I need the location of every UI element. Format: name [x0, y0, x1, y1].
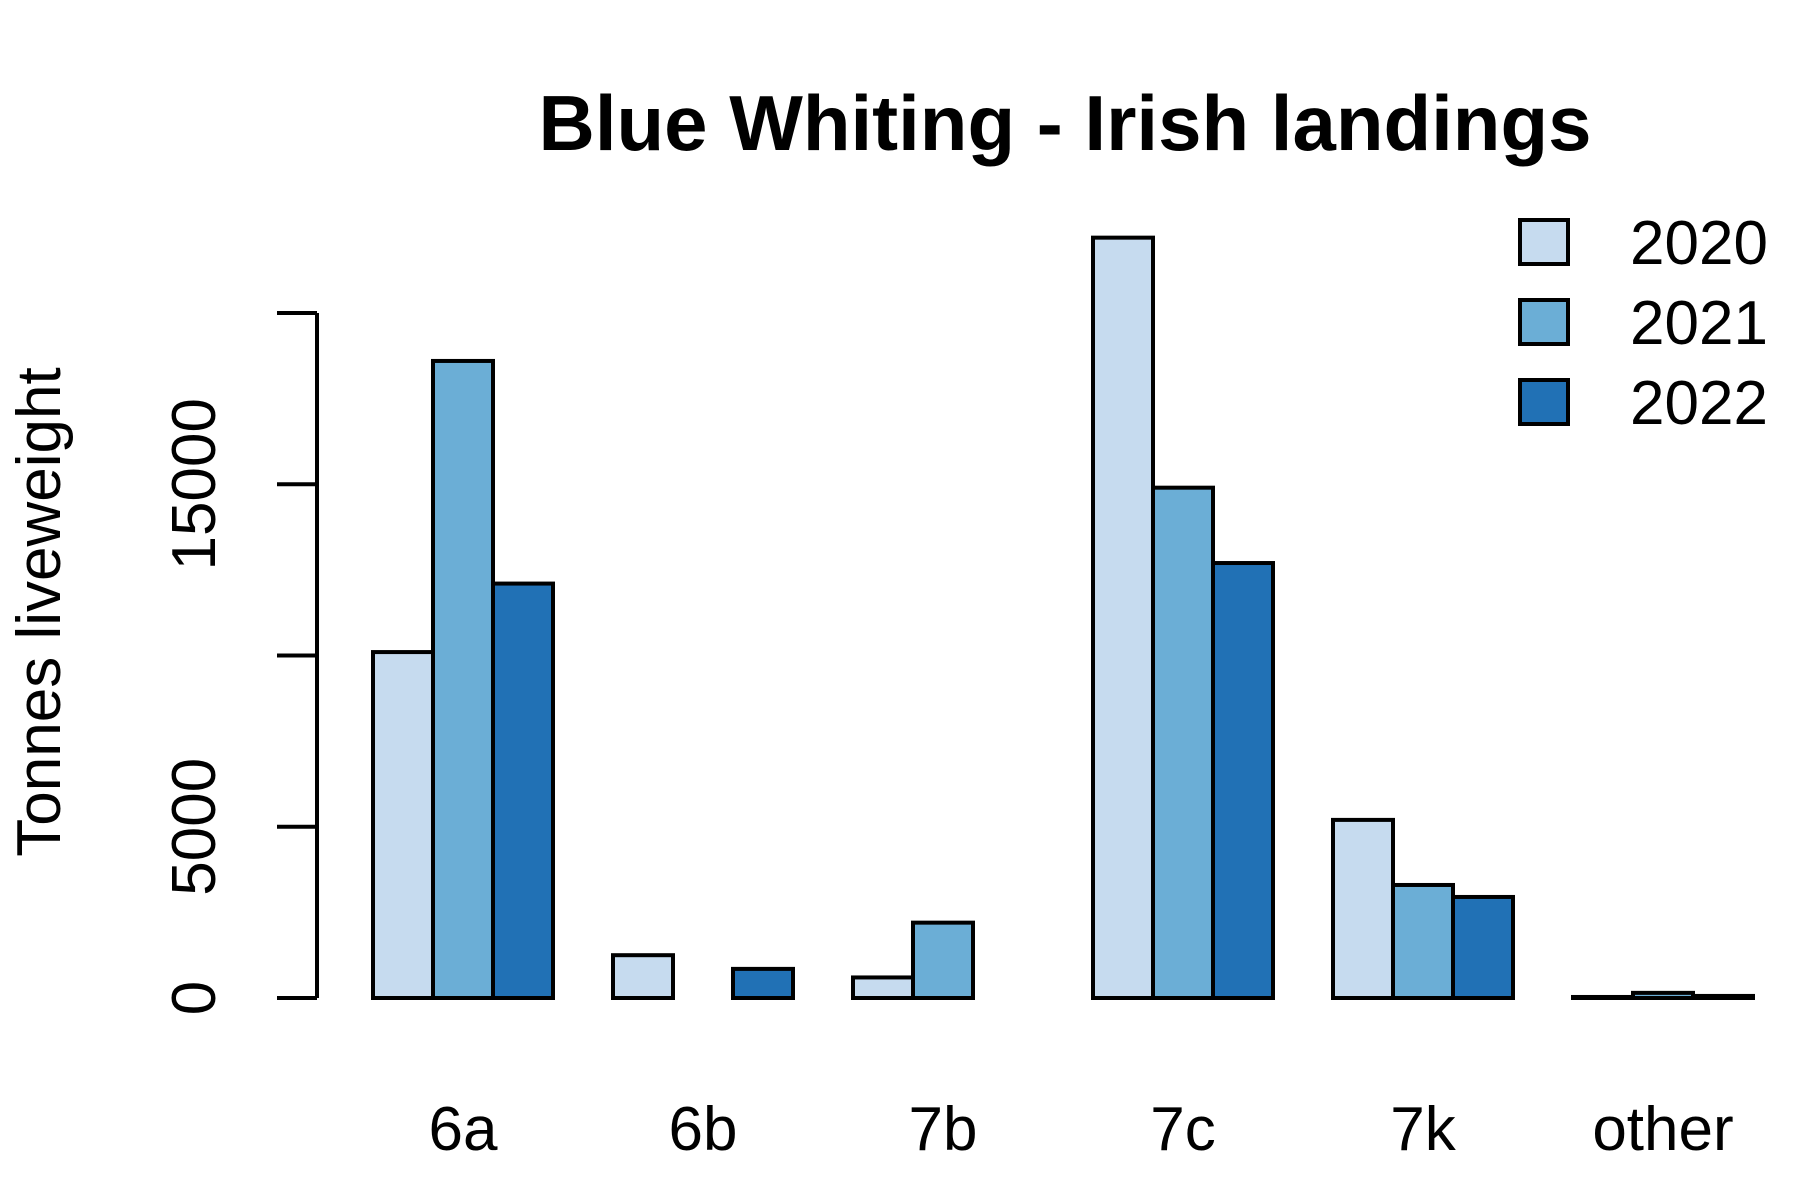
y-axis: 0 5000 15000	[160, 311, 319, 1015]
bar-7k-2022	[1451, 894, 1515, 1001]
bar-6a-2021	[431, 358, 495, 1000]
legend-swatch-2021	[1518, 298, 1570, 346]
bar-6b-2022	[731, 966, 795, 1001]
bar-6a-2022	[491, 581, 555, 1000]
legend-label-2020: 2020	[1630, 209, 1768, 278]
y-tick-label: 0	[160, 981, 229, 1015]
bar-other-2020	[1571, 994, 1635, 1000]
bar-7k-2020	[1331, 817, 1395, 1001]
legend-swatch-2022	[1518, 378, 1570, 426]
legend-swatch-2020	[1518, 218, 1570, 266]
category-label-7c: 7c	[1150, 1095, 1215, 1164]
y-axis-label: Tonnes liveweight	[5, 367, 74, 856]
bar-7c-2020	[1091, 235, 1155, 1000]
y-tick-label: 15000	[160, 398, 229, 570]
category-label-7b: 7b	[909, 1095, 978, 1164]
category-labels: 6a 6b 7b 7c 7k other	[429, 1095, 1734, 1164]
category-label-6a: 6a	[429, 1095, 498, 1164]
bar-7b-2021	[911, 920, 975, 1001]
bar-7b-2020	[851, 975, 915, 1001]
legend-label-2022: 2022	[1630, 369, 1768, 438]
category-label-6b: 6b	[669, 1095, 738, 1164]
category-label-other: other	[1592, 1095, 1733, 1164]
bar-7k-2021	[1391, 882, 1455, 1000]
bar-other-2021	[1631, 990, 1695, 1000]
legend: 2020 2021 2022	[1518, 209, 1768, 438]
bar-groups	[371, 235, 1755, 1001]
bar-7c-2021	[1151, 485, 1215, 1000]
chart-title: Blue Whiting - Irish landings	[539, 79, 1592, 167]
bar-7c-2022	[1211, 561, 1275, 1001]
legend-label-2021: 2021	[1630, 289, 1768, 358]
y-tick-label: 5000	[160, 758, 229, 896]
bar-6a-2020	[371, 650, 435, 1000]
bar-other-2022	[1691, 993, 1755, 1001]
category-label-7k: 7k	[1390, 1095, 1456, 1164]
bar-6b-2020	[611, 953, 675, 1000]
